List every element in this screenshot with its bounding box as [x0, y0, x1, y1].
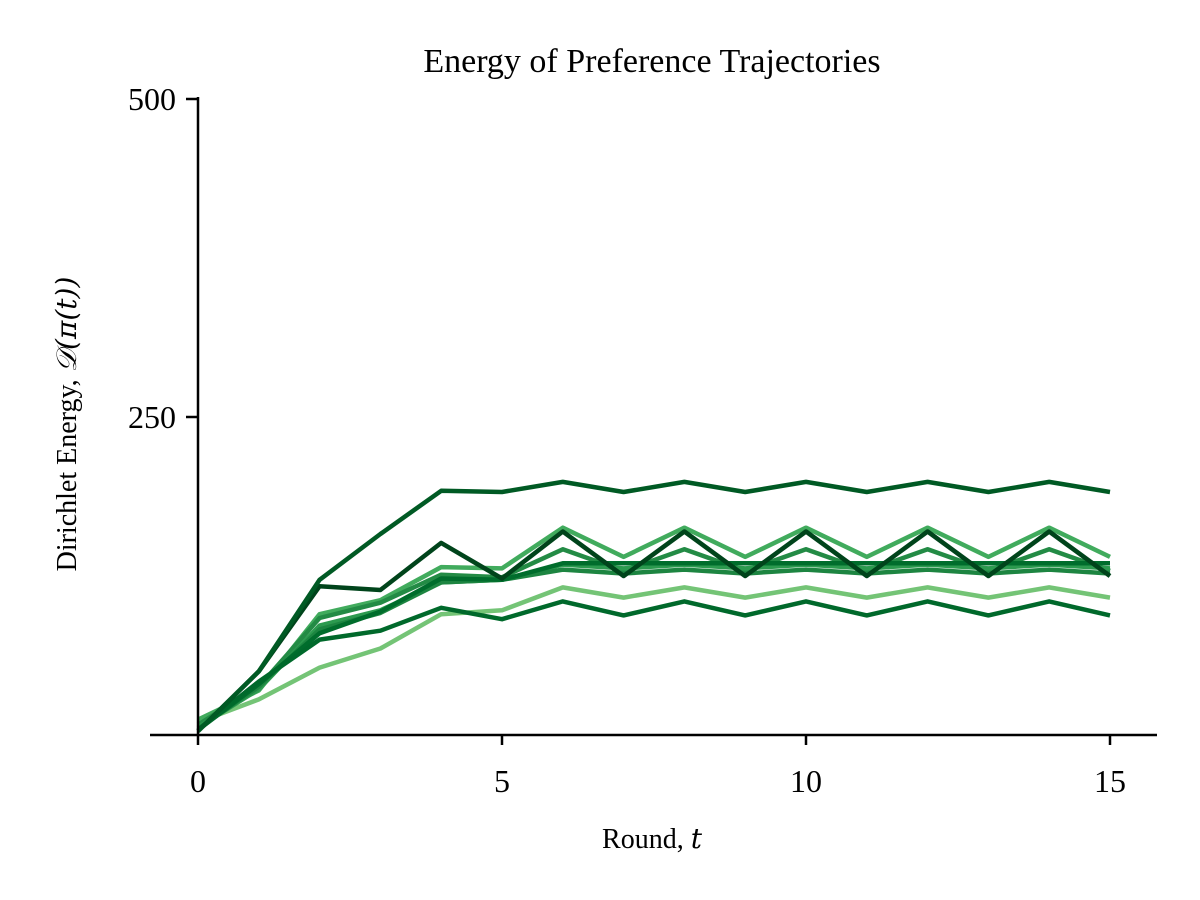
x-axis-label-math: t	[691, 822, 703, 855]
x-axis-label-text: Round,	[602, 824, 691, 855]
series-line-7	[196, 599, 1111, 732]
y-axis-label-text: Dirichlet Energy,	[52, 372, 83, 571]
chart-title: Energy of Preference Trajectories	[423, 43, 880, 80]
series-layer	[196, 479, 1112, 733]
series-line-9	[196, 479, 1111, 733]
y-tick-label: 250	[128, 399, 176, 435]
series-line-3	[196, 547, 1111, 727]
x-tick-label: 10	[790, 763, 822, 799]
y-axis-label: Dirichlet Energy, 𝒟(π(t))	[50, 277, 83, 572]
series-line-6	[196, 561, 1110, 732]
series-line-4	[196, 562, 1111, 730]
x-tick-label: 15	[1094, 763, 1126, 799]
x-tick-label: 5	[494, 763, 510, 799]
series-line-2	[197, 525, 1111, 722]
x-axis-label: Round, t	[602, 822, 703, 855]
x-tick-label: 0	[190, 763, 206, 799]
x-ticks: 0 5 10 15	[190, 735, 1126, 799]
y-axis-label-math: 𝒟(π(t))	[50, 277, 83, 373]
y-tick-label: 500	[128, 81, 176, 117]
series-line-1	[197, 585, 1111, 725]
y-ticks: 250 500	[128, 81, 198, 435]
series-line-8	[196, 529, 1112, 733]
